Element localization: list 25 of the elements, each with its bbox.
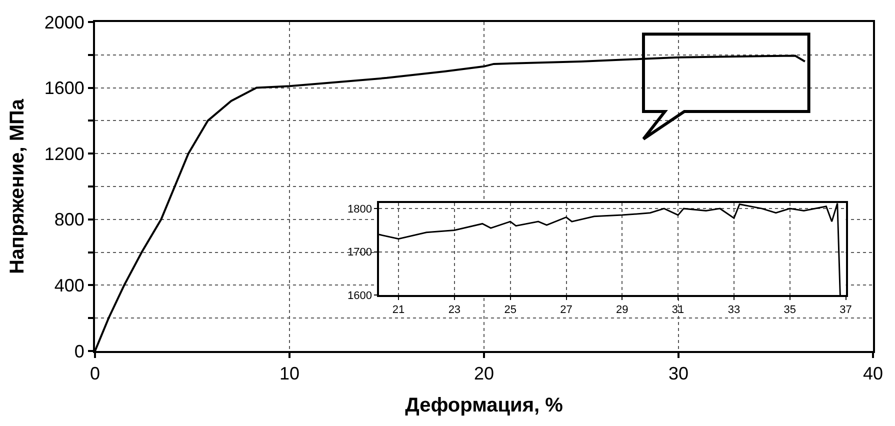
y-tick-label: 1700 (348, 246, 372, 259)
y-tick-label: 1200 (44, 144, 84, 164)
y-tick-label: 1600 (348, 290, 372, 302)
x-tick-label: 25 (504, 304, 516, 316)
x-tick-label: 21 (392, 304, 405, 316)
x-tick-label: 20 (474, 364, 494, 384)
y-tick-label: 1800 (348, 203, 372, 216)
y-tick-label: 1600 (44, 78, 84, 98)
x-tick-label: 35 (784, 304, 796, 316)
x-tick-label: 10 (279, 364, 300, 384)
x-tick-label: 31 (672, 304, 684, 316)
y-tick-label: 2000 (44, 12, 84, 32)
x-tick-label: 29 (616, 304, 628, 316)
x-tick-label: 33 (728, 304, 740, 316)
x-tick-label: 37 (840, 304, 852, 316)
x-tick-label: 0 (90, 364, 100, 384)
x-tick-label: 30 (668, 364, 689, 384)
x-tick-label: 27 (560, 304, 572, 316)
y-tick-label: 400 (54, 276, 84, 296)
y-tick-label: 0 (74, 341, 84, 362)
x-tick-label: 23 (448, 304, 461, 316)
x-tick-label: 40 (862, 364, 884, 384)
y-axis-title: Напряжение, МПа (6, 98, 28, 274)
x-axis-title: Деформация, % (405, 394, 564, 417)
y-tick-label: 800 (54, 210, 84, 230)
